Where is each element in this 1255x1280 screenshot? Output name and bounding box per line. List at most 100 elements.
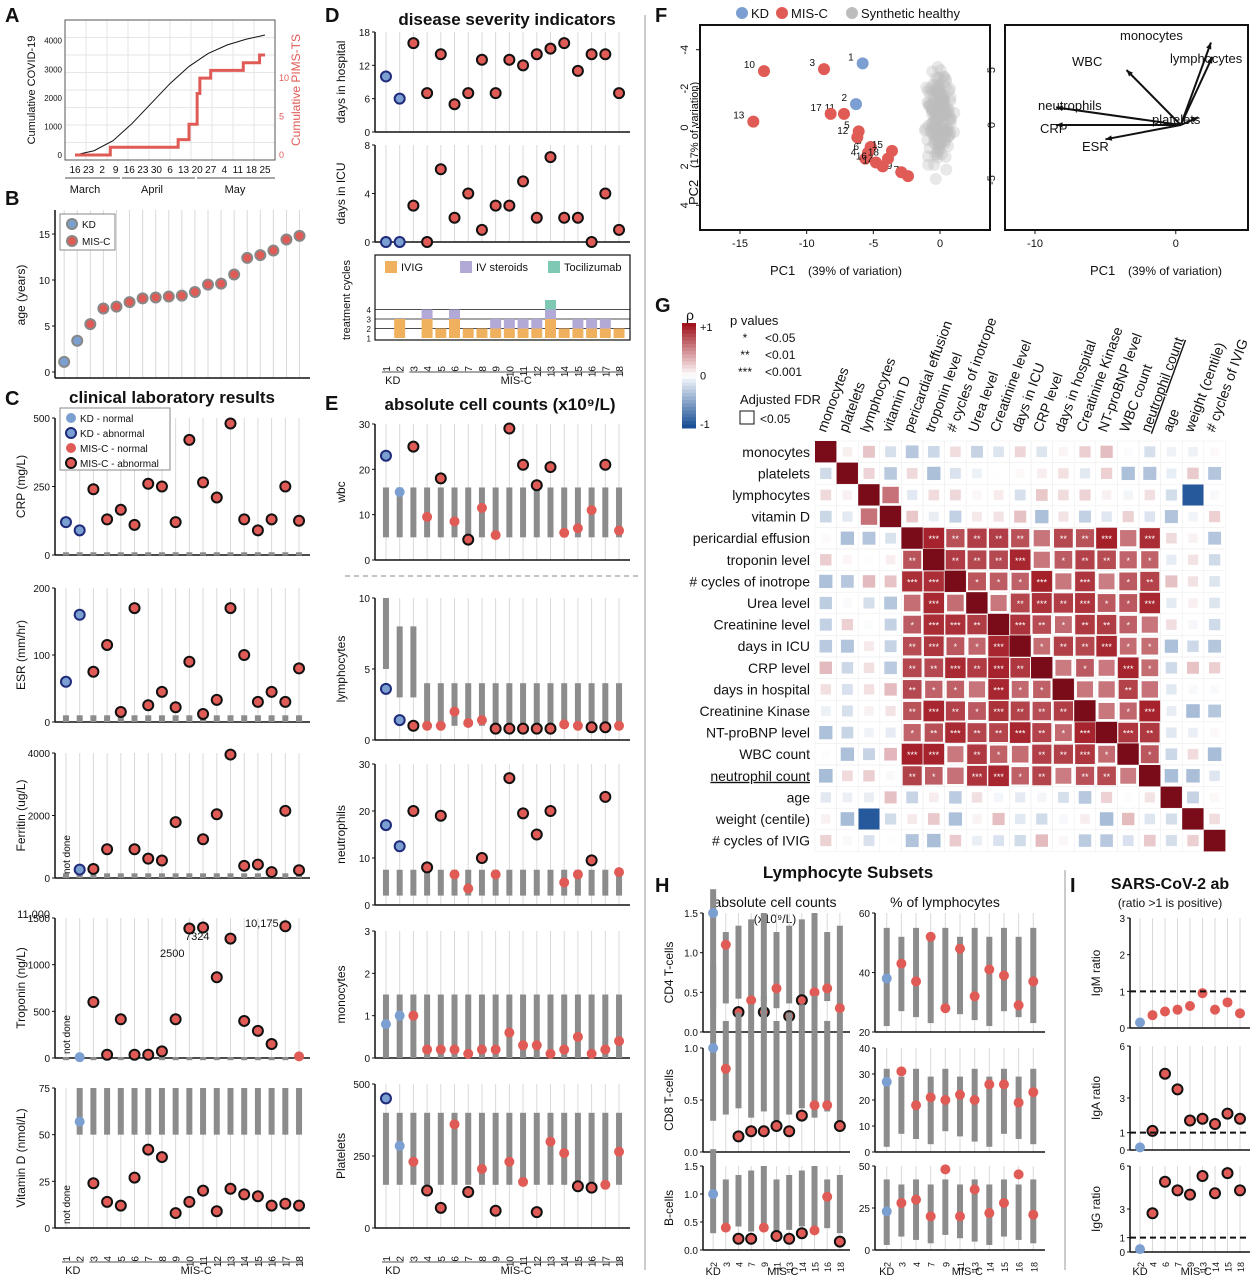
- g-pvalue-star: *: [1062, 556, 1066, 566]
- e-panel-1-normal-range: [437, 683, 444, 726]
- g-correlation-square: [923, 700, 945, 722]
- g-correlation-square: [864, 727, 874, 738]
- a-x-tick: 23: [83, 165, 95, 176]
- d-panel-1-point: [393, 236, 406, 248]
- g-correlation-square: [1036, 446, 1048, 458]
- g-colorbar-segment: [682, 424, 696, 429]
- e-panel-3-normal-range: [506, 994, 513, 1058]
- g-correlation-square: [1140, 722, 1160, 743]
- h-abs-patient-label: 14: [798, 1262, 808, 1272]
- c-panel-0-normal-range: [296, 552, 303, 556]
- c-panel-3-point: [128, 1048, 141, 1061]
- g-correlation-square: [1100, 467, 1113, 480]
- e-panel-4-point: [545, 1136, 556, 1147]
- h-pct-misc-label: MIS-C: [952, 1266, 983, 1278]
- c-panel-0-point: [224, 417, 237, 430]
- f-healthy-point: [929, 108, 942, 121]
- c-legend-marker: [65, 427, 77, 439]
- e-panel-1-normal-range: [478, 683, 485, 726]
- c-panel-2-normal-range: [145, 873, 152, 878]
- f-healthy-point: [924, 124, 937, 137]
- h-panel-5-point: [881, 1206, 892, 1217]
- f-healthy-point: [943, 112, 956, 125]
- b-point: [188, 285, 201, 298]
- g-correlation-square: [967, 765, 987, 786]
- g-correlation-square: [928, 792, 939, 803]
- a-x-tick: 13: [178, 165, 190, 176]
- g-correlation-square: [989, 550, 1008, 570]
- g-pvalue-star: ***: [1015, 729, 1026, 739]
- d-panel-1-point: [489, 199, 502, 212]
- a-x-tick: 16: [124, 165, 136, 176]
- e-patient-label: 8: [478, 1256, 489, 1262]
- g-colorbar-segment: [682, 389, 696, 394]
- g-correlation-square: [1058, 447, 1069, 457]
- e-panel-1-point: [476, 715, 487, 726]
- i-patient-label: 14: [1211, 1262, 1221, 1272]
- c-panel-2-point: [155, 854, 168, 867]
- g-diagonal-cell: [1182, 808, 1204, 830]
- g-correlation-square: [821, 533, 831, 543]
- c-panel-4-point: [101, 1195, 114, 1208]
- g-correlation-square: [1187, 661, 1199, 674]
- g-pvalue-star: *: [1062, 621, 1066, 631]
- c-panel-0-normal-range: [76, 552, 83, 556]
- g-pvalue-star: **: [973, 621, 981, 631]
- h-panel-1-point: [940, 1003, 951, 1014]
- c-panel-4-normal-range: [90, 1088, 97, 1135]
- c-panel-1-point: [155, 685, 168, 698]
- d-legend-label: IVIG: [401, 262, 423, 274]
- c-panel-2-normal-range: [186, 873, 193, 878]
- e-panel-4-point: [489, 1204, 502, 1217]
- g-correlation-square: [923, 527, 945, 549]
- f-healthy-point: [923, 100, 936, 113]
- f-patient-point: [824, 107, 837, 120]
- c-panel-3-normal-range: [282, 1057, 289, 1061]
- g-correlation-square: [1033, 530, 1050, 547]
- g-correlation-square: [1139, 700, 1161, 722]
- c-panel-2-point: [142, 852, 155, 865]
- g-pvalue-star: ***: [950, 664, 961, 674]
- g-correlation-square: [1058, 489, 1069, 501]
- f-healthy-point: [939, 107, 952, 120]
- c-panel-4-normal-range: [241, 1088, 248, 1135]
- e-panel-0-normal-range: [437, 487, 444, 538]
- g-correlation-square: [1122, 812, 1135, 826]
- h-abs-patient-label: 4: [734, 1262, 744, 1267]
- g-correlation-square: [1015, 792, 1026, 803]
- d-cycle-tick: 4: [367, 306, 372, 315]
- i-panel-1-ylabel: IgA ratio: [1089, 1076, 1103, 1120]
- h-panel-1-point: [881, 973, 892, 984]
- h-panel-1-tick-label: 60: [859, 909, 871, 920]
- f-legend-label: MIS-C: [791, 6, 828, 21]
- e-panel-1-normal-range: [410, 626, 417, 698]
- e-panel-1-normal-range: [602, 683, 609, 726]
- e-panel-1-point: [614, 720, 625, 731]
- h-panel-0-tick-label: 1.0: [684, 949, 698, 960]
- c-panel-2-normal-range: [172, 873, 179, 878]
- f-healthy-point: [923, 142, 936, 155]
- c-panel-3-normal-range: [200, 1057, 207, 1061]
- h-panel-5-normal-range: [942, 1179, 949, 1235]
- g-correlation-square: [1010, 593, 1030, 613]
- f-patient-point: [851, 131, 864, 144]
- f-loading-arrow: [1179, 56, 1214, 126]
- f-legend-marker: [776, 7, 788, 19]
- g-row-label: lymphocytes: [732, 487, 810, 503]
- g-pvalue-star: **: [1146, 577, 1154, 587]
- g-pvalue-star: *: [1018, 772, 1022, 782]
- g-correlation-square: [842, 555, 852, 565]
- h-panel-3-point: [911, 1100, 922, 1111]
- f-healthy-point: [936, 92, 949, 105]
- e-panel-1-point: [599, 721, 612, 734]
- h-panel-2-normal-range: [798, 1004, 805, 1109]
- g-row-label: Urea level: [747, 595, 810, 611]
- g-colorbar-segment: [682, 375, 696, 380]
- b-point: [215, 277, 228, 290]
- f-healthy-point: [925, 98, 938, 111]
- g-correlation-square: [1209, 576, 1220, 587]
- e-misc-label: MIS-C: [501, 1265, 532, 1277]
- f-healthy-point: [939, 73, 952, 86]
- a-x-tick: 6: [167, 165, 173, 176]
- i-misc-label: MIS-C: [1181, 1266, 1212, 1278]
